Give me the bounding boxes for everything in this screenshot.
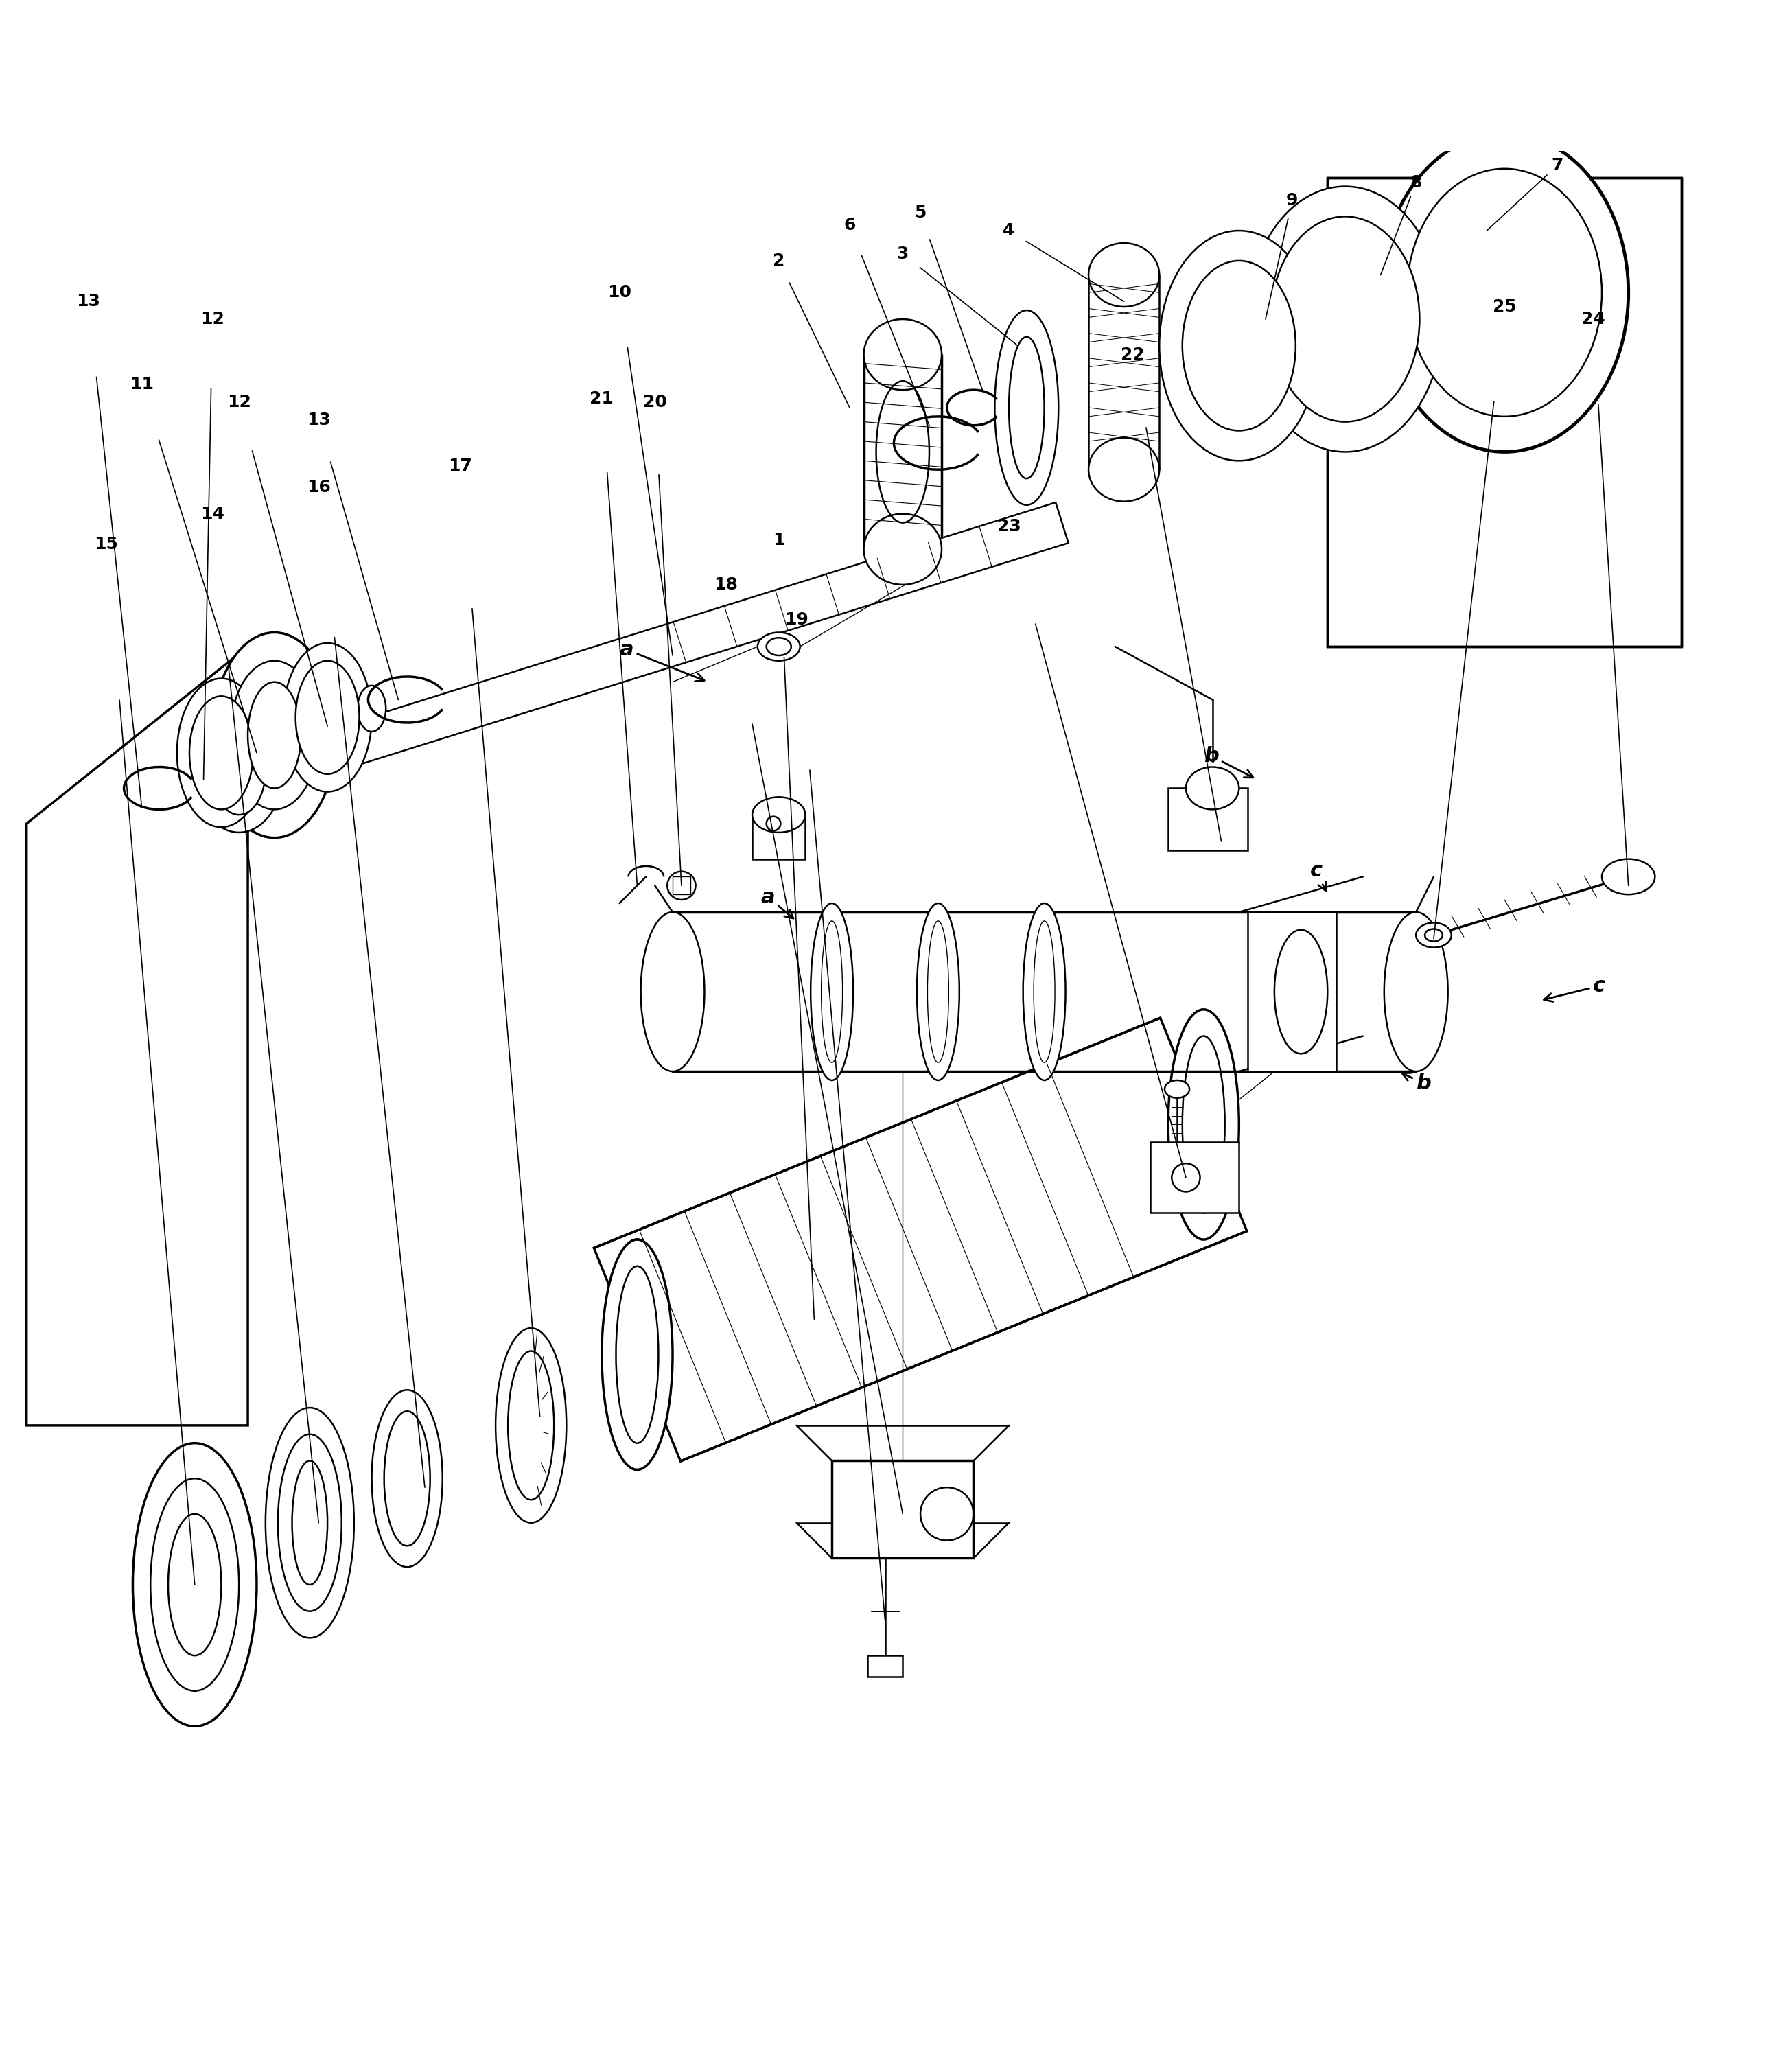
Ellipse shape xyxy=(1186,767,1239,810)
Text: 12: 12 xyxy=(227,394,251,410)
Text: 10: 10 xyxy=(607,284,632,300)
Text: 11: 11 xyxy=(129,377,154,394)
Ellipse shape xyxy=(609,1239,666,1469)
Bar xyxy=(867,1656,903,1676)
Text: 8: 8 xyxy=(1411,174,1421,191)
Text: 19: 19 xyxy=(784,611,809,628)
Ellipse shape xyxy=(1416,922,1451,947)
Ellipse shape xyxy=(1274,930,1328,1055)
Text: 6: 6 xyxy=(844,218,855,234)
Ellipse shape xyxy=(864,514,942,584)
Text: 24: 24 xyxy=(1581,311,1605,327)
Ellipse shape xyxy=(248,682,301,787)
Ellipse shape xyxy=(230,661,319,810)
Ellipse shape xyxy=(604,1239,671,1469)
Ellipse shape xyxy=(496,1328,566,1523)
Ellipse shape xyxy=(758,632,800,661)
Polygon shape xyxy=(595,1017,1246,1461)
Bar xyxy=(1248,912,1336,1071)
Text: 18: 18 xyxy=(713,576,738,593)
Text: 14: 14 xyxy=(200,506,225,522)
Text: 3: 3 xyxy=(897,244,908,261)
Text: b: b xyxy=(1204,746,1253,777)
Text: c: c xyxy=(1310,860,1326,891)
Polygon shape xyxy=(205,501,1069,808)
Ellipse shape xyxy=(1089,437,1159,501)
Ellipse shape xyxy=(189,696,253,810)
Ellipse shape xyxy=(195,709,283,833)
Ellipse shape xyxy=(1384,912,1448,1071)
Text: 7: 7 xyxy=(1552,157,1563,174)
Ellipse shape xyxy=(508,1351,554,1500)
Polygon shape xyxy=(27,646,248,1426)
Ellipse shape xyxy=(766,816,781,831)
Text: 25: 25 xyxy=(1492,298,1517,315)
Ellipse shape xyxy=(358,686,386,731)
Ellipse shape xyxy=(1602,860,1655,895)
Ellipse shape xyxy=(372,1390,442,1566)
Ellipse shape xyxy=(1407,168,1602,416)
Ellipse shape xyxy=(602,1239,673,1469)
Text: 15: 15 xyxy=(94,537,119,551)
Ellipse shape xyxy=(864,319,942,390)
Text: 13: 13 xyxy=(76,294,101,309)
Ellipse shape xyxy=(1381,133,1628,452)
Text: a: a xyxy=(620,640,704,682)
Ellipse shape xyxy=(1009,338,1044,479)
Ellipse shape xyxy=(752,798,805,833)
Ellipse shape xyxy=(1165,1080,1189,1098)
Ellipse shape xyxy=(212,727,266,814)
Text: 23: 23 xyxy=(997,518,1021,535)
Text: c: c xyxy=(1543,976,1605,1001)
Ellipse shape xyxy=(1248,186,1443,452)
Text: 16: 16 xyxy=(306,479,331,495)
Ellipse shape xyxy=(995,311,1058,506)
Ellipse shape xyxy=(1271,215,1420,423)
Ellipse shape xyxy=(1023,903,1066,1080)
Text: 9: 9 xyxy=(1287,193,1297,209)
Bar xyxy=(673,876,690,895)
Bar xyxy=(832,1461,974,1558)
Ellipse shape xyxy=(283,642,372,792)
Text: 2: 2 xyxy=(773,253,784,269)
Text: 22: 22 xyxy=(1120,346,1145,363)
Text: 4: 4 xyxy=(1004,222,1014,238)
Ellipse shape xyxy=(177,678,266,827)
Ellipse shape xyxy=(266,1407,354,1637)
Ellipse shape xyxy=(1168,1009,1239,1239)
Ellipse shape xyxy=(641,912,704,1071)
Text: 13: 13 xyxy=(306,412,331,429)
Text: 20: 20 xyxy=(643,394,667,410)
Text: 21: 21 xyxy=(589,390,614,406)
Bar xyxy=(1168,787,1248,850)
Ellipse shape xyxy=(296,661,359,775)
Ellipse shape xyxy=(150,1479,239,1691)
Ellipse shape xyxy=(917,903,959,1080)
Ellipse shape xyxy=(133,1442,257,1726)
Ellipse shape xyxy=(811,903,853,1080)
Ellipse shape xyxy=(1089,242,1159,307)
Polygon shape xyxy=(1328,178,1681,646)
Ellipse shape xyxy=(1159,230,1319,460)
Ellipse shape xyxy=(1182,261,1296,431)
Text: b: b xyxy=(1402,1073,1430,1094)
Ellipse shape xyxy=(278,1434,342,1612)
Ellipse shape xyxy=(212,632,336,837)
Text: 17: 17 xyxy=(448,458,473,474)
Text: 12: 12 xyxy=(200,311,225,327)
Bar xyxy=(1150,1142,1239,1212)
Text: a: a xyxy=(761,887,793,918)
Text: 1: 1 xyxy=(773,533,784,549)
Text: 5: 5 xyxy=(915,205,926,222)
Bar xyxy=(752,814,805,860)
Ellipse shape xyxy=(667,872,696,899)
Ellipse shape xyxy=(384,1411,430,1546)
